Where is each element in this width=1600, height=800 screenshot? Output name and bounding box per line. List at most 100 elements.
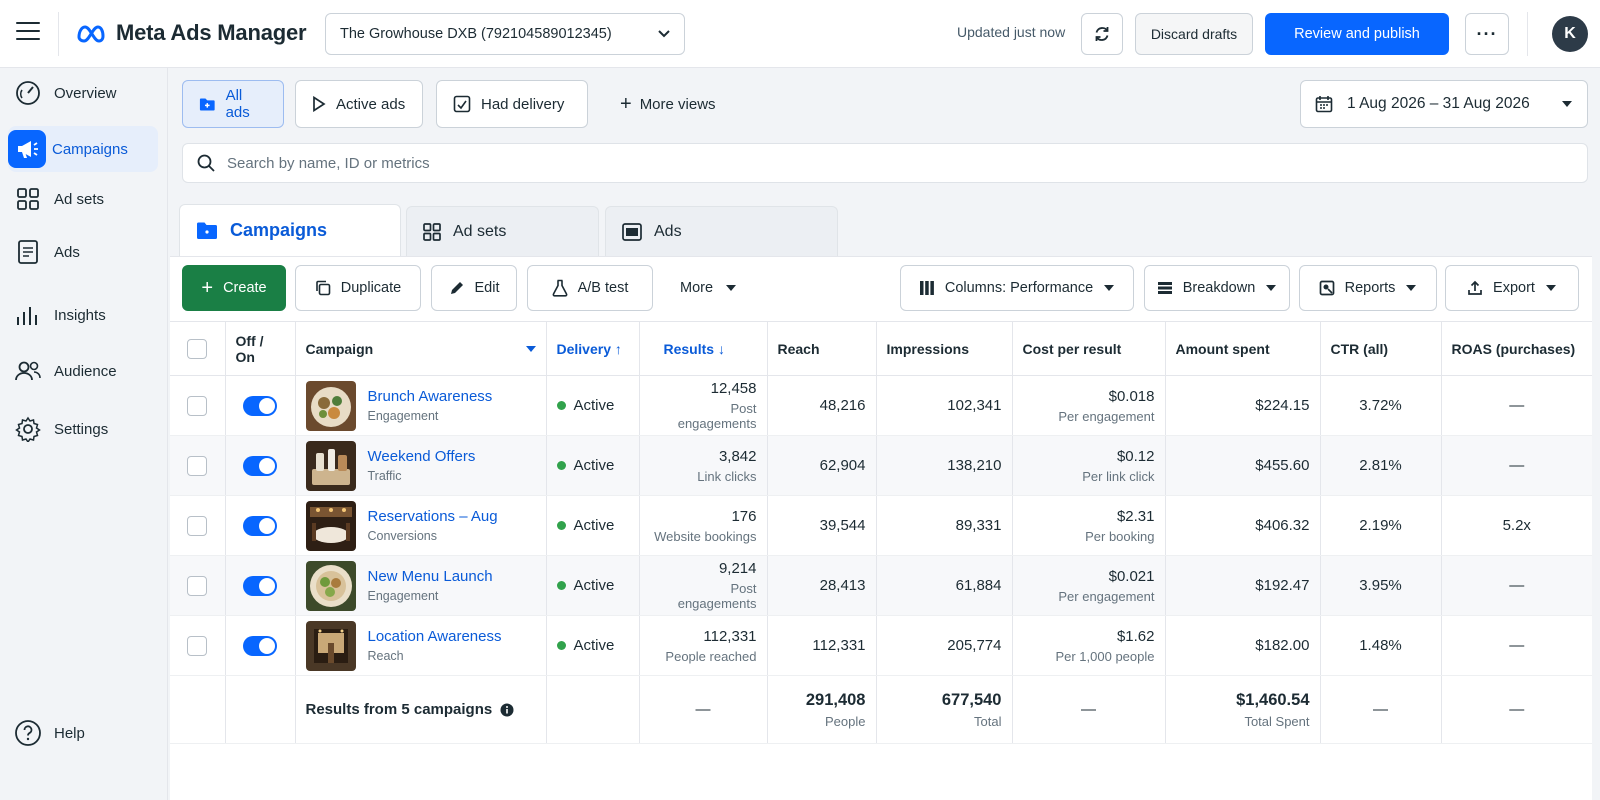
campaign-toggle[interactable] xyxy=(243,575,277,596)
search-icon xyxy=(197,154,215,172)
header-delivery[interactable]: Delivery ↑ xyxy=(546,321,640,376)
divider xyxy=(58,12,59,56)
avatar[interactable]: K xyxy=(1552,16,1588,52)
campaign-name-link[interactable]: New Menu Launch xyxy=(367,568,493,585)
more-views-button[interactable]: + More views xyxy=(620,94,716,114)
active-status-dot xyxy=(556,581,566,590)
duplicate-button[interactable]: Duplicate xyxy=(295,265,421,311)
row-checkbox[interactable] xyxy=(187,395,208,416)
campaign-name-link[interactable]: Weekend Offers xyxy=(367,448,476,465)
pencil-icon xyxy=(450,282,463,294)
summary-label: Results from 5 campaigns xyxy=(305,701,493,718)
view-all-ads[interactable]: All ads xyxy=(182,80,284,128)
export-button[interactable]: Export xyxy=(1445,265,1579,311)
sidebar-item-overview[interactable]: Overview xyxy=(8,70,158,116)
results-value: 112,331 xyxy=(703,627,757,645)
table-row[interactable]: New Menu Launch Engagement Active 9,214 Po… xyxy=(170,555,1592,616)
campaign-toggle[interactable] xyxy=(243,635,277,656)
tab-ad-sets[interactable]: Ad sets xyxy=(406,206,599,256)
header-cost-per-result[interactable]: Cost per result xyxy=(1012,321,1166,376)
refresh-button[interactable] xyxy=(1081,13,1123,55)
gear-icon xyxy=(8,409,48,449)
header-roas[interactable]: ROAS (purchases) xyxy=(1441,321,1592,376)
sort-down-icon: ↓ xyxy=(717,340,725,357)
sidebar-item-label: Ads xyxy=(54,243,80,261)
campaign-name-link[interactable]: Brunch Awareness xyxy=(367,388,493,405)
tab-ads[interactable]: Ads xyxy=(605,206,838,256)
chevron-down-icon xyxy=(658,30,670,38)
more-options-button[interactable]: ··· xyxy=(1465,13,1509,55)
account-select[interactable]: The Growhouse DXB (792104589012345) xyxy=(325,13,685,55)
discard-drafts-button[interactable]: Discard drafts xyxy=(1135,13,1253,55)
folder-plus-icon xyxy=(199,98,215,111)
date-range-picker[interactable]: 1 Aug 2026 – 31 Aug 2026 xyxy=(1300,80,1588,128)
row-checkbox[interactable] xyxy=(187,575,208,596)
table-row[interactable]: Weekend Offers Traffic Active 3,842 Link c… xyxy=(170,435,1592,496)
row-checkbox[interactable] xyxy=(187,455,208,476)
cost-per-result-value: $0.021 xyxy=(1108,567,1155,585)
search-input[interactable]: Search by name, ID or metrics xyxy=(227,154,430,172)
header-label: Results xyxy=(663,340,715,357)
header-campaign[interactable]: Campaign xyxy=(295,321,547,376)
more-actions-button[interactable]: More xyxy=(680,265,737,311)
header-results[interactable]: Results ↓ xyxy=(639,321,768,376)
row-checkbox[interactable] xyxy=(187,515,208,536)
sidebar-item-help[interactable]: Help xyxy=(8,710,158,756)
header-ctr[interactable]: CTR (all) xyxy=(1320,321,1442,376)
header-amount-spent[interactable]: Amount spent xyxy=(1165,321,1321,376)
menu-icon[interactable] xyxy=(16,22,40,42)
reach-value: 112,331 xyxy=(767,615,877,676)
amount-spent-value: $192.47 xyxy=(1165,555,1321,616)
campaign-toggle[interactable] xyxy=(243,395,277,416)
sidebar-item-settings[interactable]: Settings xyxy=(8,406,158,452)
ab-test-button[interactable]: A/B test xyxy=(527,265,653,311)
sidebar-item-audience[interactable]: Audience xyxy=(8,348,158,394)
tab-campaigns[interactable]: Campaigns xyxy=(179,204,401,256)
campaign-thumbnail xyxy=(305,620,356,671)
campaign-name-link[interactable]: Location Awareness xyxy=(367,628,502,645)
play-icon xyxy=(313,96,326,112)
sidebar-item-ads[interactable]: Ads xyxy=(8,229,158,275)
gauge-icon xyxy=(8,73,48,113)
reports-button[interactable]: Reports xyxy=(1299,265,1437,311)
edit-label: Edit xyxy=(474,280,500,296)
edit-button[interactable]: Edit xyxy=(431,265,517,311)
export-label: Export xyxy=(1493,280,1535,296)
table-row[interactable]: Brunch Awareness Engagement Active 12,458… xyxy=(170,375,1592,436)
header-impressions[interactable]: Impressions xyxy=(876,321,1013,376)
table-row[interactable]: Reservations – Aug Conversions Active 176… xyxy=(170,495,1592,556)
header-off-on[interactable]: Off / On xyxy=(225,321,296,376)
brand[interactable]: Meta Ads Manager xyxy=(76,20,307,46)
table-row[interactable]: Location Awareness Reach Active 112,331 Pe… xyxy=(170,615,1592,676)
ctr-value: 3.72% xyxy=(1320,375,1442,436)
breakdown-button[interactable]: Breakdown xyxy=(1144,265,1290,311)
sidebar-item-campaigns[interactable]: Campaigns xyxy=(8,126,158,172)
top-bar: Meta Ads Manager The Growhouse DXB (7921… xyxy=(0,0,1600,68)
info-icon[interactable] xyxy=(500,703,514,717)
header-select-all[interactable] xyxy=(170,321,226,376)
help-label: Help xyxy=(54,724,85,742)
summary-row: Results from 5 campaigns — 291,408 People… xyxy=(170,675,1592,744)
row-checkbox[interactable] xyxy=(187,635,208,656)
view-active-ads[interactable]: Active ads xyxy=(295,80,423,128)
campaign-toggle[interactable] xyxy=(243,455,277,476)
select-all-checkbox[interactable] xyxy=(187,338,208,359)
ctr-value: 2.19% xyxy=(1320,495,1442,556)
campaign-toggle[interactable] xyxy=(243,515,277,536)
view-had-delivery[interactable]: Had delivery xyxy=(436,80,588,128)
search-bar[interactable]: Search by name, ID or metrics xyxy=(182,143,1588,183)
review-publish-button[interactable]: Review and publish xyxy=(1265,13,1449,55)
sidebar-item-ad-sets[interactable]: Ad sets xyxy=(8,176,158,222)
create-button[interactable]: + Create xyxy=(182,265,286,311)
header-reach[interactable]: Reach xyxy=(767,321,877,376)
breakdown-label: Breakdown xyxy=(1182,280,1256,296)
results-value: 3,842 xyxy=(718,447,757,465)
columns-button[interactable]: Columns: Performance xyxy=(900,265,1134,311)
sidebar-item-insights[interactable]: Insights xyxy=(8,292,158,338)
campaign-objective: Conversions xyxy=(367,529,437,543)
results-value: 9,214 xyxy=(718,560,757,577)
cost-per-result-value: $1.62 xyxy=(1116,627,1155,645)
campaign-name-link[interactable]: Reservations – Aug xyxy=(367,508,498,525)
results-type: Post engagements xyxy=(677,401,757,431)
caret-down-icon xyxy=(1545,285,1556,291)
